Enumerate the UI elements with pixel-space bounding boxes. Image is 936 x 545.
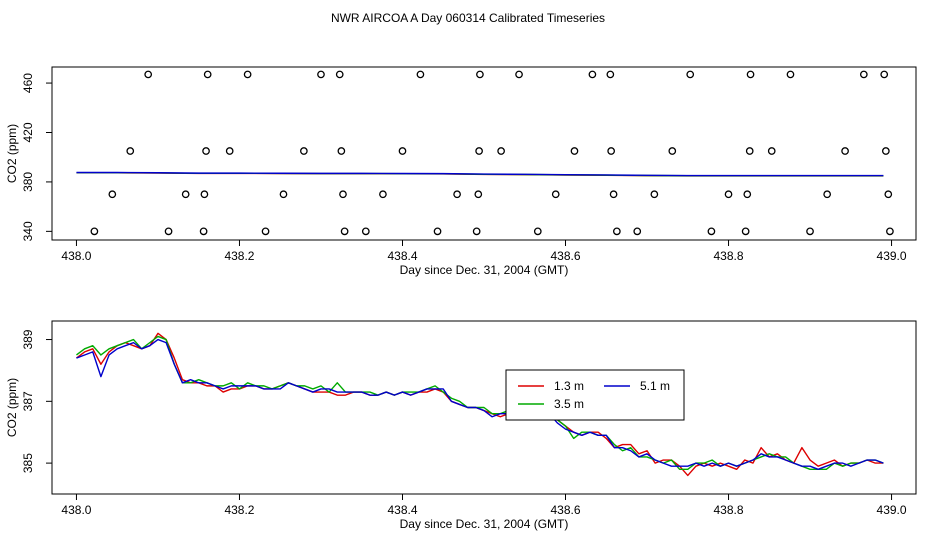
top-calibration-point — [317, 70, 325, 79]
top-calibration-point — [199, 227, 208, 236]
top-calibration-point — [859, 70, 868, 79]
top-calibration-point — [609, 190, 618, 199]
bottom-y-tick-label: 389 — [21, 329, 35, 349]
top-calibration-point — [361, 227, 370, 236]
top-calibration-point — [607, 147, 616, 155]
bottom-x-tick-label: 438.0 — [61, 503, 91, 517]
legend-label: 1.3 m — [554, 379, 584, 393]
top-calibration-point — [724, 190, 733, 199]
top-calibration-point — [707, 227, 716, 236]
top-calibration-point — [767, 147, 776, 155]
top-calibration-point — [340, 227, 349, 236]
top-calibration-point — [806, 227, 814, 236]
top-calibration-point — [164, 227, 173, 236]
top-calibration-point — [398, 147, 407, 155]
top-calibration-point — [202, 147, 210, 155]
top-calibration-point — [533, 227, 542, 236]
top-x-tick-label: 438.6 — [550, 249, 580, 263]
top-calibration-point — [181, 190, 190, 199]
top-calibration-point — [144, 70, 153, 79]
top-calibration-point — [475, 147, 483, 155]
top-calibration-point — [90, 227, 99, 236]
top-calibration-point — [570, 147, 579, 155]
top-calibration-point — [886, 227, 894, 236]
top-x-tick-label: 438.0 — [61, 249, 91, 263]
top-calibration-point — [453, 190, 461, 199]
top-calibration-point — [243, 70, 252, 79]
top-calibration-point — [279, 190, 288, 199]
top-y-axis-label: CO2 (ppm) — [5, 124, 19, 183]
legend-box — [505, 369, 685, 421]
top-calibration-point — [588, 70, 597, 79]
top-calibration-point — [335, 70, 344, 79]
top-calibration-point — [686, 70, 695, 79]
top-calibration-point — [841, 147, 849, 155]
top-x-tick-label: 438.4 — [387, 249, 417, 263]
top-panel-co2-scatter: 438.0 438.2 438.4 438.6 438.8 439.0 340 380 420 4… — [5, 66, 917, 277]
top-calibration-point — [416, 70, 425, 79]
legend-label: 5.1 m — [640, 379, 670, 393]
top-calibration-point — [881, 147, 890, 155]
top-calibration-point — [474, 190, 483, 199]
top-calibration-point — [337, 147, 346, 155]
top-calibration-point — [741, 227, 750, 236]
bottom-y-axis-label: CO2 (ppm) — [5, 378, 19, 437]
top-calibration-point — [203, 70, 212, 79]
top-plot-frame — [51, 66, 917, 241]
figure-title: NWR AIRCOA A Day 060314 Calibrated Times… — [331, 11, 605, 25]
top-calibration-point — [379, 190, 387, 199]
top-calibration-point — [225, 147, 234, 155]
top-calibration-point — [339, 190, 347, 199]
top-calibration-point — [515, 70, 523, 79]
bottom-legend: 1.3 m 3.5 m 5.1 m — [505, 369, 685, 421]
bottom-x-tick-label: 439.0 — [877, 503, 907, 517]
top-calibration-point — [613, 227, 621, 236]
top-calibration-point — [200, 190, 209, 199]
top-calibration-point — [433, 227, 442, 236]
bottom-x-tick-label: 438.8 — [714, 503, 744, 517]
top-calibration-point — [551, 190, 560, 199]
top-x-tick-label: 438.2 — [224, 249, 254, 263]
top-calibration-point — [884, 190, 893, 199]
top-calibration-point — [472, 227, 481, 236]
top-y-tick-label: 460 — [21, 73, 35, 93]
top-series-line — [76, 171, 884, 177]
legend-label: 3.5 m — [554, 397, 584, 411]
top-y-tick-label: 420 — [21, 122, 35, 142]
top-calibration-point — [476, 70, 484, 79]
top-calibration-point — [668, 147, 677, 155]
top-calibration-point — [746, 70, 755, 79]
top-calibration-point — [606, 70, 615, 79]
bottom-y-tick-label: 387 — [21, 391, 35, 411]
bottom-panel-co2-timeseries: 438.0 438.2 438.4 438.6 438.8 439.0 385 387 389 D… — [5, 320, 917, 531]
top-x-tick-label: 438.8 — [714, 249, 744, 263]
bottom-plot-frame — [51, 320, 917, 495]
top-calibration-point — [126, 147, 135, 155]
top-calibration-point — [633, 227, 642, 236]
top-calibration-point — [823, 190, 832, 199]
bottom-x-tick-label: 438.2 — [224, 503, 254, 517]
top-calibration-point — [108, 190, 117, 199]
bottom-x-axis-label: Day since Dec. 31, 2004 (GMT) — [400, 517, 569, 531]
top-y-tick-label: 340 — [21, 221, 35, 241]
top-calibration-point — [786, 70, 795, 79]
bottom-y-tick-label: 385 — [21, 453, 35, 473]
bottom-x-tick-label: 438.4 — [387, 503, 417, 517]
top-calibration-point — [743, 190, 752, 199]
bottom-series-line — [76, 338, 884, 470]
top-calibration-point — [497, 147, 505, 155]
top-x-tick-label: 439.0 — [877, 249, 907, 263]
top-calibration-point — [650, 190, 659, 199]
top-calibration-point — [300, 147, 308, 155]
top-x-axis-label: Day since Dec. 31, 2004 (GMT) — [400, 263, 569, 277]
top-y-tick-label: 380 — [21, 172, 35, 192]
top-calibration-point — [880, 70, 889, 79]
bottom-x-tick-label: 438.6 — [550, 503, 580, 517]
top-calibration-point — [261, 227, 270, 236]
top-calibration-point — [745, 147, 754, 155]
